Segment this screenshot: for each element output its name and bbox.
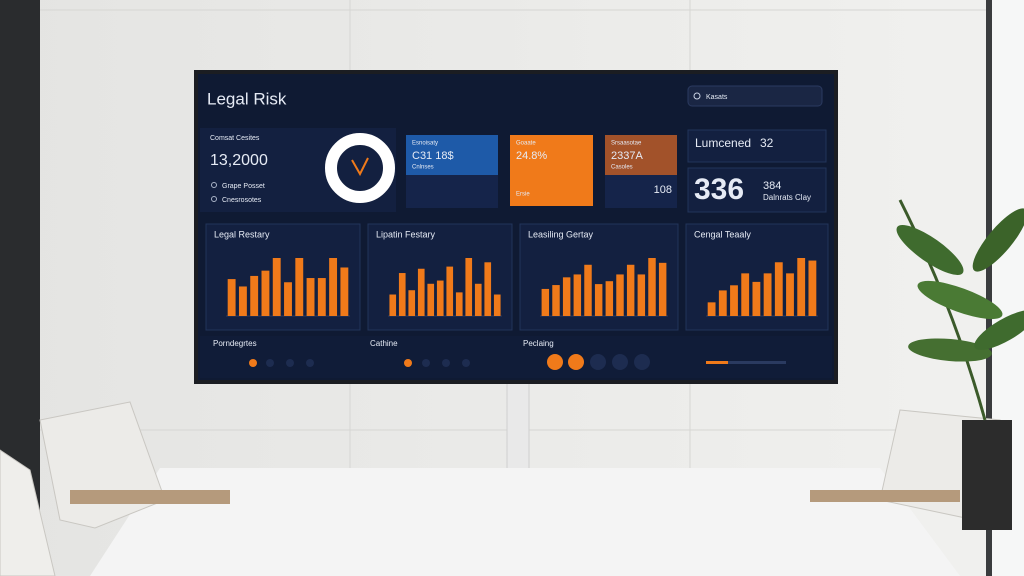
summary-label: Comsat Cesites — [210, 135, 260, 142]
plant — [896, 199, 1024, 530]
bar — [774, 262, 783, 316]
search-box[interactable] — [687, 85, 823, 107]
kpi-panel — [687, 129, 827, 163]
bar — [417, 268, 425, 316]
bar — [648, 258, 656, 316]
bar — [616, 274, 624, 316]
card-extra: 108 — [654, 184, 672, 196]
card — [510, 135, 593, 206]
footer-label: Peclaing — [523, 339, 554, 348]
card-sub: Casoles — [611, 165, 633, 171]
dashboard-title: Legal Risk — [207, 89, 287, 108]
bar — [295, 258, 304, 316]
kpi-panel — [687, 167, 827, 213]
card — [605, 135, 677, 175]
card-label: Srsaasotae — [611, 141, 642, 147]
table — [90, 468, 960, 576]
kpi-value: 32 — [760, 136, 774, 150]
card — [406, 135, 498, 175]
bar — [493, 294, 501, 316]
bar — [808, 260, 817, 316]
bar — [626, 264, 635, 316]
bar — [272, 258, 281, 316]
bar — [741, 273, 750, 316]
card-footer — [406, 175, 498, 208]
footer-label: Porndegrtes — [213, 339, 257, 348]
bar — [408, 290, 416, 316]
card-label: Esnoisaty — [412, 141, 438, 147]
card-footer — [605, 175, 677, 208]
kpi-small: 384 — [763, 180, 781, 192]
bar — [730, 285, 738, 316]
bar — [573, 274, 582, 316]
bar — [552, 285, 560, 316]
bar — [562, 277, 571, 316]
bar — [306, 278, 315, 316]
summary-link[interactable]: Cnesrosotes — [222, 197, 262, 204]
bar — [340, 267, 349, 316]
chart-title: Leasiling Gertay — [528, 229, 594, 239]
window-frame-right — [986, 0, 992, 576]
bar — [605, 281, 614, 316]
bar — [317, 278, 326, 316]
summary-value: 13,2000 — [210, 152, 268, 169]
bar — [637, 274, 646, 316]
search-icon — [693, 92, 701, 100]
bar — [718, 290, 727, 316]
bar — [227, 279, 236, 316]
bar — [427, 283, 435, 316]
card-sub: Cnlnses — [412, 165, 434, 171]
bar — [541, 288, 550, 316]
footer-label: Cathine — [370, 339, 398, 348]
kpi-label: Lumcened — [695, 136, 751, 150]
chart-title: Lipatin Festary — [376, 229, 436, 239]
link-icon — [211, 182, 217, 188]
bar — [786, 273, 794, 316]
link-icon — [211, 196, 217, 202]
card-sub: Ersie — [516, 192, 530, 198]
bar — [763, 273, 772, 316]
bar — [238, 286, 247, 316]
bar — [594, 284, 603, 316]
bar — [446, 266, 454, 316]
card-value: 24.8% — [516, 150, 547, 162]
bar — [261, 270, 270, 316]
bar — [658, 262, 667, 316]
card-value: 2337A — [611, 150, 643, 162]
summary-link[interactable]: Grape Posset — [222, 183, 265, 190]
bar — [436, 280, 444, 316]
bar — [474, 283, 482, 316]
donut — [325, 133, 395, 203]
footer-dots — [249, 354, 786, 370]
card-value: C31 18$ — [412, 150, 454, 162]
bar — [484, 262, 492, 316]
search-placeholder: Kasats — [706, 94, 728, 101]
bar — [465, 258, 473, 316]
donut-needle — [351, 157, 369, 177]
bar — [284, 282, 292, 316]
kpi-caption: Dalnrats Clay — [763, 193, 811, 202]
bar — [250, 275, 259, 316]
bar — [329, 258, 338, 316]
card-label: Goaate — [516, 141, 536, 147]
footer-strip — [200, 336, 832, 378]
chart-title: Cengal Teaaly — [694, 229, 751, 239]
monitor-stand — [506, 379, 530, 476]
bar — [584, 264, 592, 316]
kpi-big: 336 — [694, 173, 744, 206]
chart-title: Legal Restary — [214, 229, 270, 239]
bar — [455, 292, 463, 316]
bar — [752, 281, 761, 316]
bar — [398, 273, 406, 316]
bar — [707, 302, 716, 316]
bar — [389, 294, 397, 316]
bar — [797, 258, 806, 316]
